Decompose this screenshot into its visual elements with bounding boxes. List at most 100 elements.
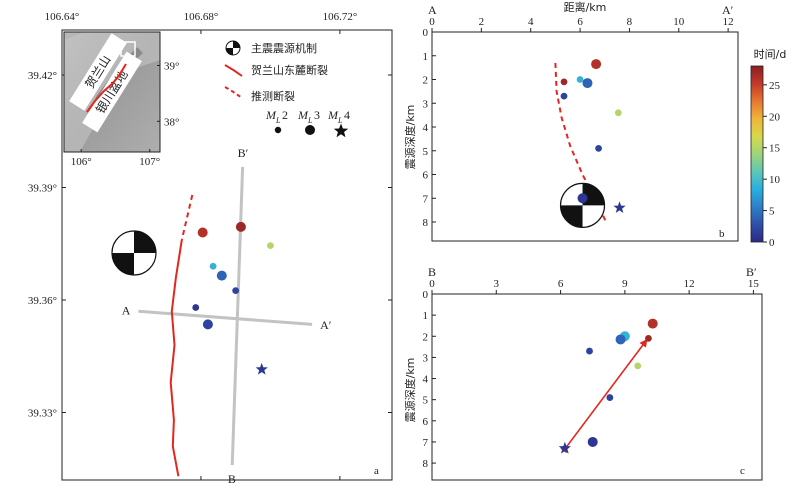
inset-ticks: 106° 107° 39° 38° xyxy=(71,60,180,168)
profile-y-tick-label: 0 xyxy=(423,289,429,301)
colorbar-tick-label: 10 xyxy=(769,174,781,186)
map-event xyxy=(192,304,200,311)
map-event xyxy=(216,270,227,281)
profile-event xyxy=(615,334,626,345)
profile-y-tick-label: 5 xyxy=(423,146,429,158)
legend-mag-4-m: M xyxy=(327,108,339,122)
profile-x-tick-label: 2 xyxy=(479,16,485,28)
panel-c-frame xyxy=(431,293,763,481)
map-y-tick-label: 39.36° xyxy=(28,295,57,307)
panel-b-start-label: A xyxy=(428,3,437,17)
map-event xyxy=(235,221,246,232)
profile-y-tick-label: 0 xyxy=(423,27,429,39)
profile-beachball-q3 xyxy=(560,205,583,228)
profile-event xyxy=(606,394,614,401)
panel-a-label: a xyxy=(374,465,379,477)
migration-arrow-line xyxy=(560,338,648,454)
profile-y-tick-label: 8 xyxy=(423,217,429,229)
profile-event xyxy=(586,347,593,355)
inset-frame xyxy=(63,31,161,153)
profile-event xyxy=(560,78,568,86)
panel-a-x-ticks: 106.64° 106.68° 106.72° xyxy=(45,11,358,480)
panel-b-x-ticks: 0 2 4 6 8 10 12 xyxy=(429,16,734,32)
legend-mag-4-symbol xyxy=(333,123,349,138)
profile-x-tick-label: 3 xyxy=(494,278,500,290)
colorbar-title: 时间/d xyxy=(754,48,787,61)
profile-x-tick-label: 6 xyxy=(558,278,564,290)
map-event xyxy=(202,319,213,330)
panel-c-x-ticks: 0 3 6 9 12 15 xyxy=(429,278,759,294)
profile-event xyxy=(645,334,652,342)
profile-line-1 xyxy=(230,166,245,466)
map-y-tick-label: 39.33° xyxy=(28,408,57,420)
panel-b-beachball xyxy=(559,182,606,228)
inset-map: 贺兰山 银川盆地 106° 107°39°38° xyxy=(63,31,180,168)
profile-event xyxy=(591,59,602,70)
legend-mag-3-l: L xyxy=(307,116,313,125)
map-event xyxy=(232,287,240,295)
legend-mechanism-icon xyxy=(225,40,241,56)
map-event xyxy=(197,227,208,238)
profile-event xyxy=(582,78,593,89)
colorbar-ramp xyxy=(750,65,764,243)
inset-y-tick-label: 39° xyxy=(164,60,179,72)
inset-label-box-helan xyxy=(69,33,127,111)
colorbar-tick-label: 15 xyxy=(769,143,781,155)
profile-y-tick-label: 2 xyxy=(423,75,429,87)
profile-line-0 xyxy=(138,309,313,326)
colorbar-tick-label: 20 xyxy=(769,111,781,123)
colorbar-tick-label: 0 xyxy=(769,237,775,249)
profile-end-label: A′ xyxy=(320,318,332,332)
profile-event xyxy=(614,109,622,117)
legend-mag-2-symbol xyxy=(274,126,282,134)
legend-mag-2-l: L xyxy=(275,116,281,125)
profile-x-tick-label: 0 xyxy=(429,278,435,290)
inset-x-tick-label: 106° xyxy=(71,156,92,168)
panel-c-end-label: B′ xyxy=(746,265,757,279)
profile-y-tick-label: 4 xyxy=(423,122,429,134)
inset-fault xyxy=(86,63,127,113)
profile-event xyxy=(576,76,584,83)
profile-x-tick-label: 15 xyxy=(748,278,760,290)
profile-event xyxy=(647,318,658,329)
fault-solid xyxy=(169,239,183,477)
profile-lines: A A′ B′ B xyxy=(122,146,332,486)
panel-b-ylabel: 震源深度/km xyxy=(403,105,417,170)
panel-b-frame xyxy=(431,31,739,242)
profile-x-tick-label: 10 xyxy=(673,16,685,28)
legend-mag-4-l: L xyxy=(337,116,343,125)
fault-traces xyxy=(169,194,194,477)
legend-inferred: 推测断裂 xyxy=(251,89,295,103)
profile-event xyxy=(558,441,571,454)
map-x-tick-label: 106.72° xyxy=(323,11,358,23)
profile-start-label: A xyxy=(122,304,131,318)
inset-x-tick-label: 107° xyxy=(139,156,160,168)
migration-arrow xyxy=(560,338,648,454)
profile-x-tick-label: 12 xyxy=(684,278,695,290)
profile-y-tick-label: 6 xyxy=(423,416,429,428)
inset-label-box-yinchuan xyxy=(82,51,142,133)
profile-y-tick-label: 6 xyxy=(423,170,429,182)
panel-b-end-label: A′ xyxy=(722,3,734,17)
panel-c-events xyxy=(558,318,658,454)
profile-x-tick-label: 6 xyxy=(577,16,583,28)
profile-y-tick-label: 8 xyxy=(423,458,429,470)
map-x-tick-label: 106.64° xyxy=(45,11,80,23)
profile-y-tick-label: 4 xyxy=(423,374,429,386)
map-event xyxy=(267,242,274,250)
colorbar: 时间/d 0 5 10 15 20 25 xyxy=(750,48,787,249)
profile-x-tick-label: 4 xyxy=(528,16,534,28)
profile-event xyxy=(560,92,568,100)
panel-b-events xyxy=(560,59,626,213)
profile-x-tick-label: 12 xyxy=(723,16,734,28)
legend-fault-line xyxy=(224,64,243,77)
panel-c-label: c xyxy=(740,465,745,477)
legend-mag-3-symbol xyxy=(305,125,315,135)
legend-mag-3-value: 3 xyxy=(314,108,320,122)
profile-event xyxy=(613,201,626,213)
panel-c-y-ticks: 0 1 2 3 4 5 6 7 8 xyxy=(423,289,436,470)
legend-mag-2: M L 2 xyxy=(265,108,288,134)
